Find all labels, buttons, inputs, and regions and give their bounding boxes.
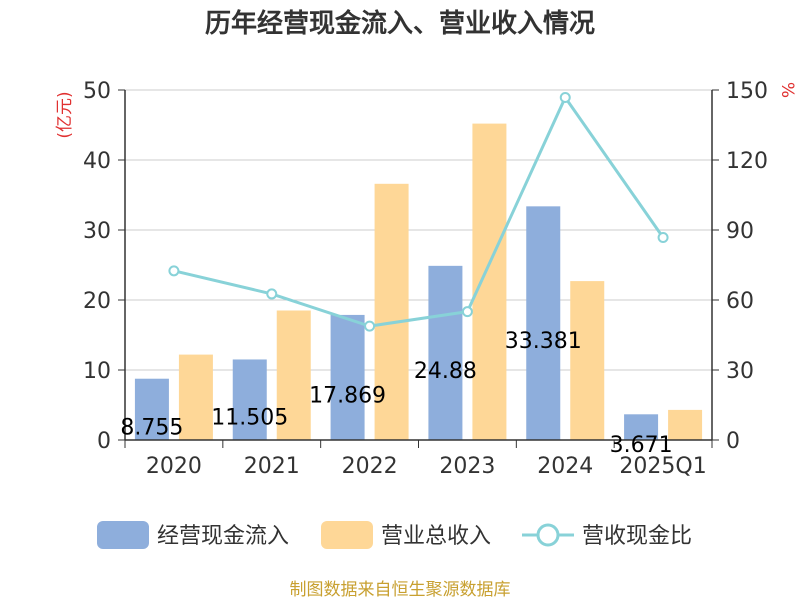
data-labels: 8.755 11.505 17.869 24.88 33.381 3.671 <box>120 329 672 458</box>
legend-marker-ratio <box>536 523 560 547</box>
data-label-cash-inflow: 8.755 <box>120 415 183 440</box>
ratio-point <box>461 306 473 318</box>
legend-swatch-revenue <box>321 521 373 549</box>
right-tick-label: 120 <box>726 149 768 174</box>
data-label-cash-inflow: 33.381 <box>505 329 582 354</box>
bar-revenue <box>276 310 311 440</box>
legend: 经营现金流入 营业总收入 营收现金比 <box>97 521 692 549</box>
legend-label-revenue: 营业总收入 <box>381 524 491 549</box>
right-tick-label: 90 <box>726 219 754 244</box>
right-axis-unit: % <box>777 82 797 98</box>
data-label-cash-inflow: 17.869 <box>309 383 386 408</box>
x-tick-label: 2021 <box>244 454 300 479</box>
chart-title: 历年经营现金流入、营业收入情况 <box>205 8 595 39</box>
bar-revenue <box>570 281 605 440</box>
gridlines <box>125 89 712 371</box>
legend-label-cash-inflow: 经营现金流入 <box>157 524 289 549</box>
left-tick-label: 10 <box>83 359 111 384</box>
right-tick-label: 150 <box>726 79 768 104</box>
source-note: 制图数据来自恒生聚源数据库 <box>290 580 511 600</box>
axes: 0 10 20 30 40 50 0 30 60 90 120 150 2020 2021 2022 2023… <box>83 79 768 479</box>
bar-revenue <box>472 123 507 440</box>
legend-swatch-cash-inflow <box>97 521 149 549</box>
ratio-point <box>364 320 376 332</box>
bar-cash-inflow <box>624 414 659 440</box>
bar-revenue <box>374 183 409 441</box>
right-tick-label: 0 <box>726 429 740 454</box>
ratio-line <box>168 91 669 332</box>
ratio-point <box>266 288 278 300</box>
data-label-cash-inflow: 3.671 <box>610 433 673 458</box>
left-tick-label: 50 <box>83 79 111 104</box>
left-tick-label: 0 <box>97 429 111 454</box>
x-tick-label: 2023 <box>439 454 495 479</box>
bar-cash-inflow <box>428 265 463 440</box>
x-tick-label: 2025Q1 <box>619 454 706 479</box>
legend-label-ratio: 营收现金比 <box>582 524 692 549</box>
ratio-point <box>559 91 571 103</box>
bar-cash-inflow <box>232 359 267 440</box>
bar-cash-inflow <box>330 314 365 440</box>
ratio-point <box>168 265 180 277</box>
data-label-cash-inflow: 24.88 <box>414 359 477 384</box>
left-axis-unit: (亿元) <box>55 91 75 138</box>
x-tick-label: 2022 <box>342 454 398 479</box>
left-tick-label: 40 <box>83 149 111 174</box>
ratio-point <box>657 231 669 243</box>
right-tick-label: 30 <box>726 359 754 384</box>
data-label-cash-inflow: 11.505 <box>211 406 288 431</box>
bars <box>134 123 703 441</box>
bar-revenue <box>178 354 213 440</box>
bar-cash-inflow <box>134 378 169 440</box>
x-tick-label: 2020 <box>146 454 202 479</box>
ratio-series-line <box>173 94 665 328</box>
x-tick-label: 2024 <box>537 454 593 479</box>
left-tick-label: 30 <box>83 219 111 244</box>
right-tick-label: 60 <box>726 289 754 314</box>
left-tick-label: 20 <box>83 289 111 314</box>
bar-revenue <box>668 409 703 440</box>
bar-cash-inflow <box>526 206 561 440</box>
